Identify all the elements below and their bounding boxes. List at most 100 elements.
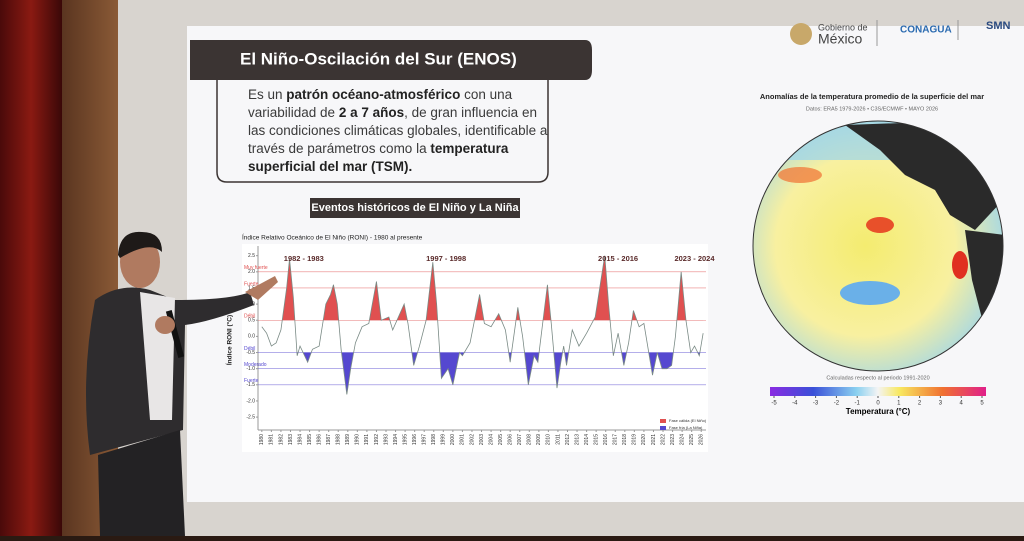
- x-tick-label: 2012: [565, 434, 571, 445]
- x-tick-label: 2019: [632, 434, 638, 445]
- y-tick-label: -2.5: [246, 414, 255, 420]
- x-tick-label: 2022: [660, 434, 666, 445]
- legend-label: Fase cálida (El Niño): [669, 418, 707, 423]
- x-tick-label: 2021: [651, 434, 657, 445]
- x-tick-label: 1999: [441, 434, 447, 445]
- event-label: 2015 - 2016: [598, 254, 638, 263]
- y-tick-label: 1.5: [248, 285, 255, 291]
- logo-text: SMN: [986, 20, 1011, 32]
- paragraph-run: temperatura superficial del mar (TSM).: [248, 141, 509, 174]
- x-tick-label: 2024: [679, 434, 685, 445]
- x-tick-label: 2010: [546, 434, 552, 445]
- y-tick-label: -1.5: [246, 382, 255, 388]
- x-tick-label: 2001: [460, 434, 466, 445]
- chart-bg: [242, 244, 708, 452]
- level-label: Fuerte: [244, 378, 259, 384]
- x-tick-label: 1991: [364, 434, 370, 445]
- x-tick-label: 1982: [278, 434, 284, 445]
- slide-title: El Niño-Oscilación del Sur (ENOS): [240, 49, 517, 68]
- x-tick-label: 1986: [316, 434, 322, 445]
- x-tick-label: 2007: [517, 434, 523, 445]
- sst-warm: [778, 167, 822, 183]
- paragraph-run: 2 a 7 años: [338, 105, 405, 120]
- x-tick-label: 2017: [613, 434, 619, 445]
- hand: [245, 276, 278, 300]
- x-tick-label: 1983: [288, 434, 294, 445]
- colorbar-tick-label: -2: [834, 401, 840, 407]
- x-tick-label: 1989: [345, 434, 351, 445]
- logo-text: Gobierno de: [818, 22, 868, 32]
- x-tick-label: 1987: [326, 434, 332, 445]
- x-tick-label: 1993: [383, 434, 389, 445]
- x-tick-label: 2009: [536, 434, 542, 445]
- colorbar-tick-label: -4: [792, 401, 798, 407]
- event-label: 2023 - 2024: [674, 254, 715, 263]
- x-tick-label: 1985: [307, 434, 313, 445]
- x-tick-label: 2013: [574, 434, 580, 445]
- x-tick-label: 1981: [269, 434, 275, 445]
- legend-swatch: [660, 419, 666, 423]
- curtain: [0, 0, 62, 536]
- x-tick-label: 2002: [469, 434, 475, 445]
- x-tick-label: 2008: [527, 434, 533, 445]
- legend-swatch: [660, 426, 666, 430]
- paragraph-run: con una variabilidad de: [248, 87, 513, 120]
- level-label: Muy fuerte: [244, 265, 268, 271]
- x-tick-label: 2014: [584, 434, 590, 445]
- y-tick-label: 2.5: [248, 253, 255, 259]
- map-note: Calculadas respecto al periodo 1991-2020: [826, 375, 929, 381]
- event-label: 1997 - 1998: [426, 254, 466, 263]
- level-label: Moderado: [244, 362, 267, 368]
- globe-outline: [752, 120, 1004, 372]
- y-tick-label: 2.0: [248, 269, 255, 275]
- level-label: Débil: [244, 314, 255, 320]
- colorbar-tick-label: 2: [918, 401, 922, 407]
- warm-area: [282, 255, 686, 321]
- y-tick-label: 0.0: [248, 334, 255, 340]
- x-tick-label: 2020: [641, 434, 647, 445]
- colorbar: [770, 387, 986, 396]
- x-tick-label: 2026: [699, 434, 705, 445]
- y-tick-label: 0.5: [248, 318, 255, 324]
- x-tick-label: 1980: [259, 434, 265, 445]
- logo-text: México: [818, 31, 863, 47]
- x-tick-label: 2005: [498, 434, 504, 445]
- x-tick-label: 2006: [508, 434, 514, 445]
- level-label: Fuerte: [244, 281, 259, 287]
- y-axis-label: Índice RONI (°C): [225, 315, 234, 365]
- presenter: [86, 231, 278, 536]
- colorbar-tick-label: 3: [939, 401, 943, 407]
- colorbar-tick-label: -1: [855, 401, 861, 407]
- y-tick-label: -1.0: [246, 366, 255, 372]
- paragraph: Es un patrón océano-atmosférico con una …: [248, 86, 548, 176]
- text-box: [216, 80, 549, 183]
- sst-cold: [840, 281, 900, 305]
- section-title: Eventos históricos de El Niño y La Niña: [311, 202, 519, 214]
- x-tick-label: 2018: [622, 434, 628, 445]
- event-label: 1982 - 1983: [284, 254, 324, 263]
- colorbar-label: Temperatura (°C): [846, 407, 911, 416]
- index-line: [261, 255, 704, 395]
- x-tick-label: 1997: [422, 434, 428, 445]
- sst-warm: [952, 251, 968, 279]
- legend-label: Fase fría (La Niña): [669, 425, 703, 430]
- hand: [155, 316, 175, 334]
- map-title: Anomalías de la temperatura promedio de …: [760, 92, 984, 101]
- y-tick-label: -0.5: [246, 350, 255, 356]
- x-tick-label: 2025: [689, 434, 695, 445]
- x-tick-label: 1984: [297, 434, 303, 445]
- paragraph-run: Es un: [248, 87, 287, 102]
- logo-text: CONAGUA: [900, 25, 952, 36]
- colorbar-tick-label: 0: [876, 401, 880, 407]
- x-tick-label: 1998: [431, 434, 437, 445]
- y-tick-label: -2.0: [246, 398, 255, 404]
- x-tick-label: 2023: [670, 434, 676, 445]
- title-bar: [190, 40, 592, 80]
- x-tick-label: 1996: [412, 434, 418, 445]
- cold-area: [296, 352, 700, 395]
- level-label: Débil: [244, 346, 255, 352]
- x-tick-label: 1995: [402, 434, 408, 445]
- colorbar-tick-label: 4: [960, 401, 964, 407]
